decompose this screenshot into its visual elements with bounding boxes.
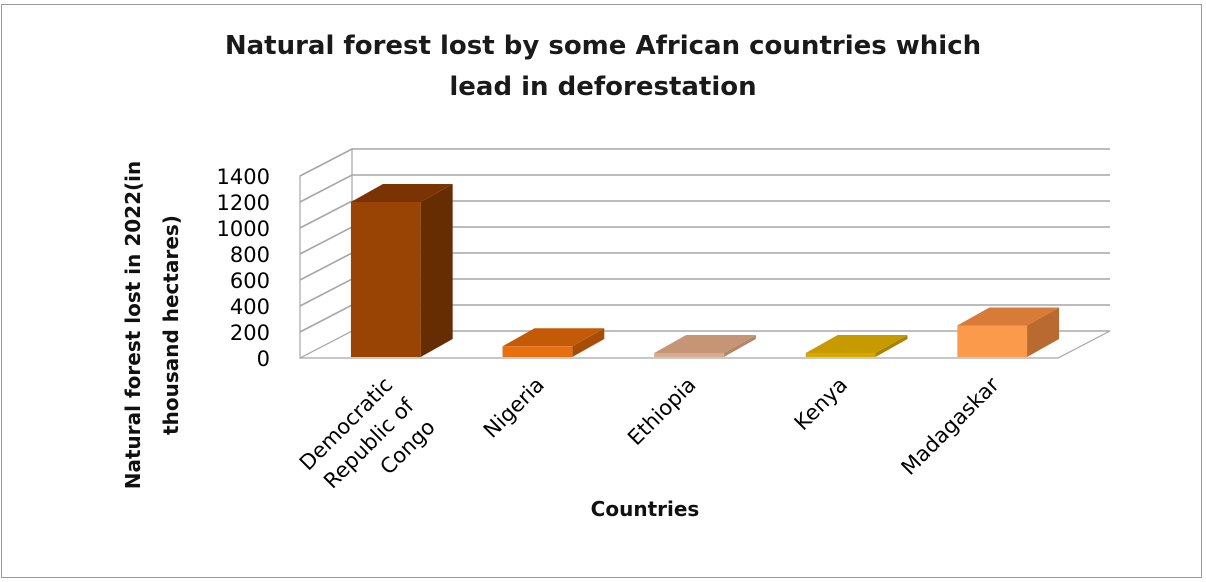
y-axis-title-line-1: Natural forest lost in 2022(in [121,161,145,490]
y-tick-label: 600 [230,269,270,293]
x-category-label-line: Kenya [790,373,852,435]
y-axis-title: Natural forest lost in 2022(in thousand … [121,161,183,490]
bar-top [350,184,453,202]
chart-frame [1,4,1202,578]
x-category-label: Nigeria [479,373,549,443]
bar [654,335,756,357]
bar-side [723,335,756,357]
bar-front [502,346,573,357]
bars [350,184,1060,357]
bar [805,335,908,357]
bar-top [654,335,756,353]
bar-side [875,335,908,357]
y-tick-label: 0 [257,347,270,371]
gridline [299,148,1110,177]
bar-front [654,353,724,357]
x-category-label-line: Madagaskar [897,372,1004,479]
y-tick-label: 1000 [217,217,270,241]
bar-top [805,335,908,353]
bar-front [350,202,421,357]
y-tick-label: 200 [230,321,270,345]
chart-side-wall [299,148,353,359]
bar-top [502,328,605,347]
bar-front [957,325,1028,357]
x-category-label: Kenya [790,373,852,435]
x-axis-title: Countries [591,497,700,521]
x-category-label-line: Ethiopia [623,373,700,450]
chart-title-line-2: lead in deforestation [449,72,756,102]
bar [957,307,1060,357]
y-tick-label: 1200 [217,191,270,215]
bar [502,328,605,357]
y-tick-label: 800 [230,243,270,267]
chart-title-line-1: Natural forest lost by some African coun… [225,31,981,61]
x-category-label-line: Nigeria [479,373,549,443]
bar-top [957,307,1060,326]
bar-front [805,353,876,357]
y-axis-title-line-2: thousand hectares) [159,215,183,435]
x-category-label: Madagaskar [897,372,1004,479]
gridline [299,200,1110,229]
gridline [299,174,1110,203]
y-tick-label: 400 [230,295,270,319]
y-tick-label: 1400 [217,165,270,189]
bar-side [572,328,605,357]
bar-side [1027,307,1060,357]
bar [350,184,453,357]
x-category-label: Ethiopia [623,373,700,450]
bar-side [420,184,453,357]
